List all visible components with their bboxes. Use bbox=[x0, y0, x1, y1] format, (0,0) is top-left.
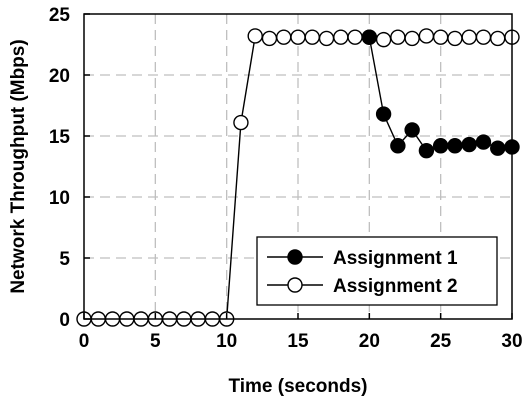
series-1-point-28 bbox=[475, 134, 492, 150]
series-2-point-23 bbox=[404, 30, 420, 47]
series-1-point-26 bbox=[447, 138, 463, 154]
legend-label-1: Assignment 1 bbox=[333, 248, 458, 269]
x-tick-label-25: 25 bbox=[430, 331, 452, 352]
y-tick-label-10: 10 bbox=[49, 188, 70, 209]
series-2-point-27 bbox=[461, 29, 477, 45]
series-2-point-12 bbox=[247, 28, 263, 44]
series-1-point-24 bbox=[418, 142, 435, 159]
series-1-point-20 bbox=[361, 29, 378, 45]
series-2-point-16 bbox=[304, 29, 320, 45]
series-1-point-21 bbox=[375, 106, 392, 122]
x-tick-label-10: 10 bbox=[216, 331, 237, 352]
legend: Assignment 1 Assignment 2 bbox=[256, 236, 498, 306]
y-tick-label-20: 20 bbox=[49, 66, 70, 87]
legend-marker-1 bbox=[287, 249, 303, 265]
series-2-point-18 bbox=[333, 29, 349, 45]
x-axis-label: Time (seconds) bbox=[228, 376, 367, 397]
series-1-point-22 bbox=[390, 138, 406, 154]
y-tick-label-5: 5 bbox=[59, 249, 70, 270]
series-2-point-14 bbox=[276, 29, 292, 45]
series-2-point-25 bbox=[432, 29, 449, 45]
y-tick-label-25: 25 bbox=[49, 5, 71, 26]
x-tick-label-15: 15 bbox=[287, 331, 309, 352]
legend-box bbox=[256, 236, 498, 306]
legend-entries: Assignment 1 Assignment 2 bbox=[267, 248, 458, 297]
y-tick-label-15: 15 bbox=[49, 127, 71, 148]
series-1-point-25 bbox=[432, 138, 449, 154]
series-2-point-19 bbox=[347, 29, 363, 45]
legend-entry-1: Assignment 1 bbox=[267, 248, 458, 269]
series-2-point-15 bbox=[290, 29, 306, 45]
x-tick-label-5: 5 bbox=[150, 331, 161, 352]
x-tick-label-0: 0 bbox=[79, 331, 90, 352]
axis-ticks bbox=[83, 13, 513, 320]
y-tick-label-0: 0 bbox=[59, 310, 70, 331]
series-2-point-29 bbox=[490, 30, 506, 47]
y-axis-tick-labels: 0 5 10 15 20 25 bbox=[49, 5, 71, 331]
series-2-point-26 bbox=[447, 30, 463, 47]
series-2-point-24 bbox=[418, 28, 435, 44]
y-axis-label: Network Throughput (Mbps) bbox=[8, 39, 29, 293]
series-2-point-17 bbox=[318, 30, 335, 47]
legend-label-2: Assignment 2 bbox=[333, 276, 458, 297]
series-2-point-22 bbox=[390, 29, 406, 45]
x-tick-label-30: 30 bbox=[501, 331, 522, 352]
x-axis-tick-labels: 0 5 10 15 20 25 30 bbox=[79, 331, 522, 352]
series-1-point-23 bbox=[404, 122, 420, 138]
series-2-point-28 bbox=[475, 29, 492, 45]
series-1-point-29 bbox=[490, 140, 506, 156]
series-2-point-11 bbox=[233, 114, 249, 131]
series-2-point-13 bbox=[261, 30, 278, 47]
series-2-point-21 bbox=[375, 31, 392, 48]
legend-entry-2: Assignment 2 bbox=[267, 276, 458, 297]
legend-marker-2 bbox=[287, 277, 303, 293]
x-tick-label-20: 20 bbox=[359, 331, 380, 352]
series-1-point-27 bbox=[461, 136, 477, 153]
